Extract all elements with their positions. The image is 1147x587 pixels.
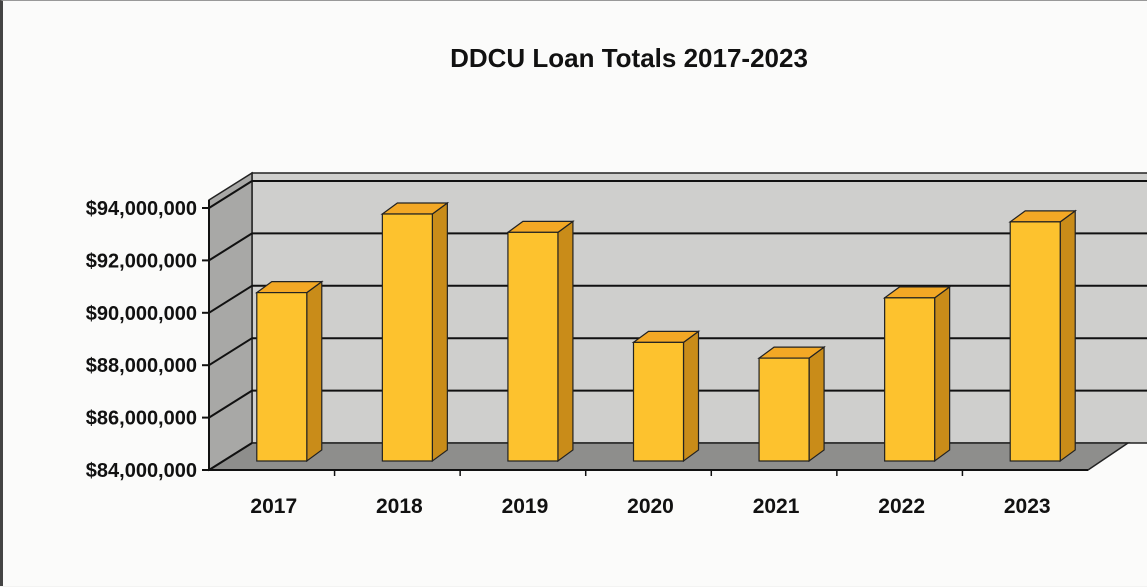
bar-side-face	[682, 330, 700, 463]
bar-2018	[380, 201, 450, 463]
chart-title: DDCU Loan Totals 2017-2023	[450, 43, 808, 73]
bar-2023	[1008, 209, 1078, 463]
x-tick-label-2023: 2023	[1004, 495, 1051, 518]
gridline-side	[208, 389, 253, 419]
x-tick-label-2017: 2017	[250, 495, 297, 518]
bar-front-face	[507, 231, 559, 462]
y-tick-label: $94,000,000	[86, 198, 197, 220]
gridline-side	[208, 284, 253, 314]
bar-front-face	[381, 213, 433, 462]
bars	[254, 201, 1078, 463]
y-tick-label: $88,000,000	[86, 355, 197, 377]
side-wall	[208, 171, 253, 472]
x-tick-label-2019: 2019	[502, 495, 549, 518]
bar-side-face	[431, 201, 448, 463]
x-tick-label-2020: 2020	[627, 495, 674, 518]
bar-side-face	[1059, 209, 1076, 463]
bar-side-face	[306, 280, 323, 463]
bar-front-face	[884, 297, 936, 462]
gridline-side	[208, 337, 253, 367]
bar-2017	[254, 280, 324, 463]
loan-totals-bar-chart: DDCU Loan Totals 2017-2023 $84,000,000$8…	[86, 43, 1147, 518]
gridline-side	[208, 180, 253, 209]
x-tick-label-2022: 2022	[878, 495, 925, 518]
bar-2021	[757, 345, 826, 463]
bar-2020	[631, 330, 701, 463]
bar-side-face	[808, 345, 825, 463]
bar-side-face	[557, 220, 574, 463]
bar-front-face	[256, 292, 308, 462]
bar-front-face	[1009, 221, 1061, 462]
bar-side-face	[934, 285, 951, 463]
y-tick-label: $90,000,000	[86, 303, 197, 325]
y-tick-label: $92,000,000	[86, 250, 197, 272]
x-tick-label-2021: 2021	[753, 495, 800, 518]
bar-front-face	[758, 357, 810, 462]
bar-2019	[506, 220, 575, 463]
y-tick-label: $86,000,000	[86, 408, 197, 430]
y-tick-label: $84,000,000	[86, 460, 197, 482]
gridline-side	[208, 232, 253, 262]
x-tick-labels: 2017 2018 2019 2020 2021 2022 2023	[250, 495, 1050, 518]
axes	[202, 200, 1088, 476]
gridline-side	[208, 442, 253, 471]
bar-2022	[882, 285, 952, 463]
x-tick-label-2018: 2018	[376, 495, 423, 518]
bar-front-face	[632, 341, 685, 462]
y-tick-labels: $84,000,000 $86,000,000 $88,000,000 $90,000…	[86, 198, 197, 482]
